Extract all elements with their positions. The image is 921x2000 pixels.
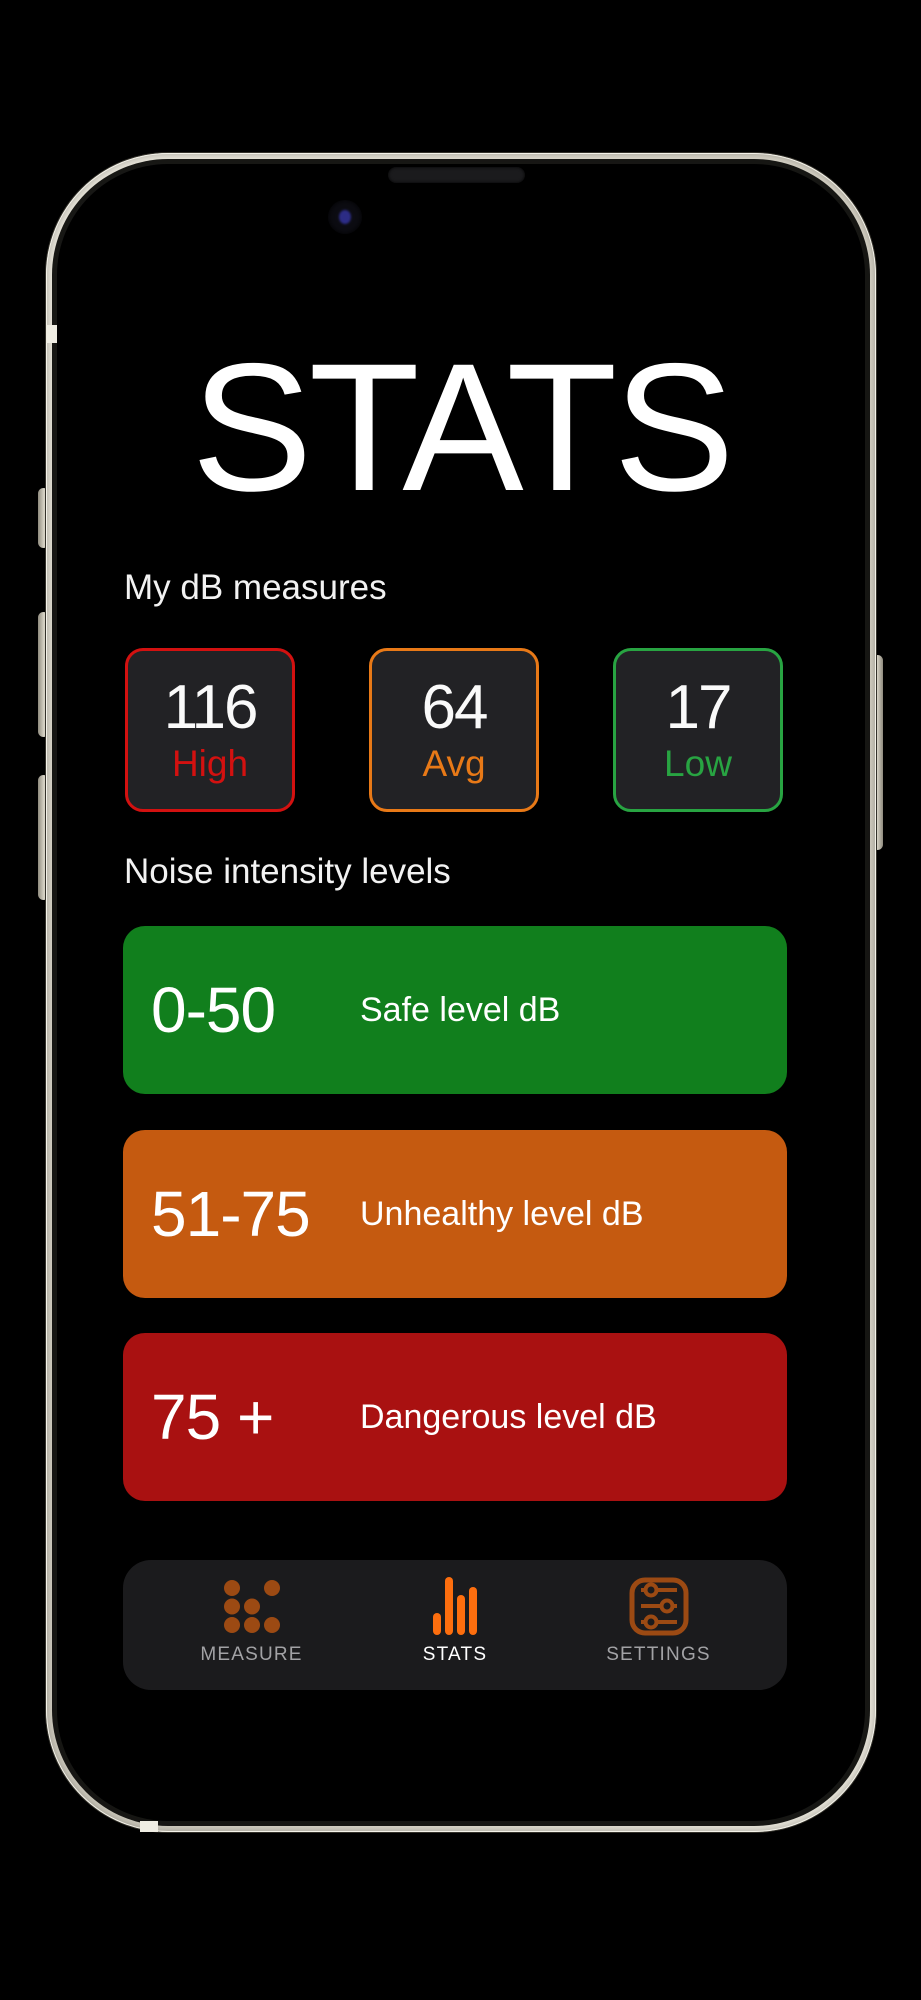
phone-screen: STATS My dB measures 116 High 64 Avg 17 … [57, 164, 865, 1821]
volume-down-button [38, 775, 49, 900]
tab-measure[interactable]: MEASURE [177, 1560, 327, 1690]
levels-heading: Noise intensity levels [124, 852, 451, 891]
level-range: 0-50 [151, 974, 276, 1046]
speaker-grille [388, 167, 525, 183]
level-description: Unhealthy level dB [360, 1194, 644, 1233]
level-bar-safe: 0-50 Safe level dB [123, 926, 787, 1094]
stat-value-low: 17 [665, 673, 733, 743]
power-button [872, 655, 883, 850]
stat-cards-row: 116 High 64 Avg 17 Low [125, 648, 783, 812]
tab-label-settings: SETTINGS [606, 1644, 711, 1665]
level-bar-unhealthy: 51-75 Unhealthy level dB [123, 1130, 787, 1298]
stat-value-high: 116 [163, 673, 259, 743]
page-title: STATS [191, 325, 735, 529]
stat-card-low: 17 Low [613, 648, 783, 812]
level-range: 75 + [151, 1381, 274, 1453]
dots-grid-icon [223, 1576, 280, 1636]
sliders-icon [629, 1576, 689, 1636]
bar-chart-icon [433, 1576, 477, 1636]
antenna-band [46, 325, 57, 343]
stat-value-avg: 64 [421, 673, 489, 743]
stat-card-high: 116 High [125, 648, 295, 812]
tab-stats[interactable]: STATS [380, 1560, 530, 1690]
stat-label-high: High [171, 742, 249, 784]
stat-label-low: Low [664, 742, 732, 784]
phone-frame: STATS My dB measures 116 High 64 Avg 17 … [46, 153, 876, 1832]
front-camera-icon [328, 200, 362, 234]
mute-switch [38, 488, 49, 548]
antenna-band [140, 1821, 158, 1832]
stat-label-avg: Avg [422, 742, 486, 784]
stat-card-avg: 64 Avg [369, 648, 539, 812]
level-description: Dangerous level dB [360, 1397, 657, 1436]
volume-up-button [38, 612, 49, 737]
tab-settings[interactable]: SETTINGS [584, 1560, 734, 1690]
level-bar-dangerous: 75 + Dangerous level dB [123, 1333, 787, 1501]
level-range: 51-75 [151, 1178, 311, 1250]
level-description: Safe level dB [360, 990, 561, 1029]
camera-lens [339, 210, 351, 224]
measures-heading: My dB measures [124, 568, 387, 607]
tab-label-stats: STATS [422, 1644, 488, 1665]
tab-bar: MEASURE STATS [123, 1560, 787, 1690]
tab-label-measure: MEASURE [200, 1644, 303, 1665]
